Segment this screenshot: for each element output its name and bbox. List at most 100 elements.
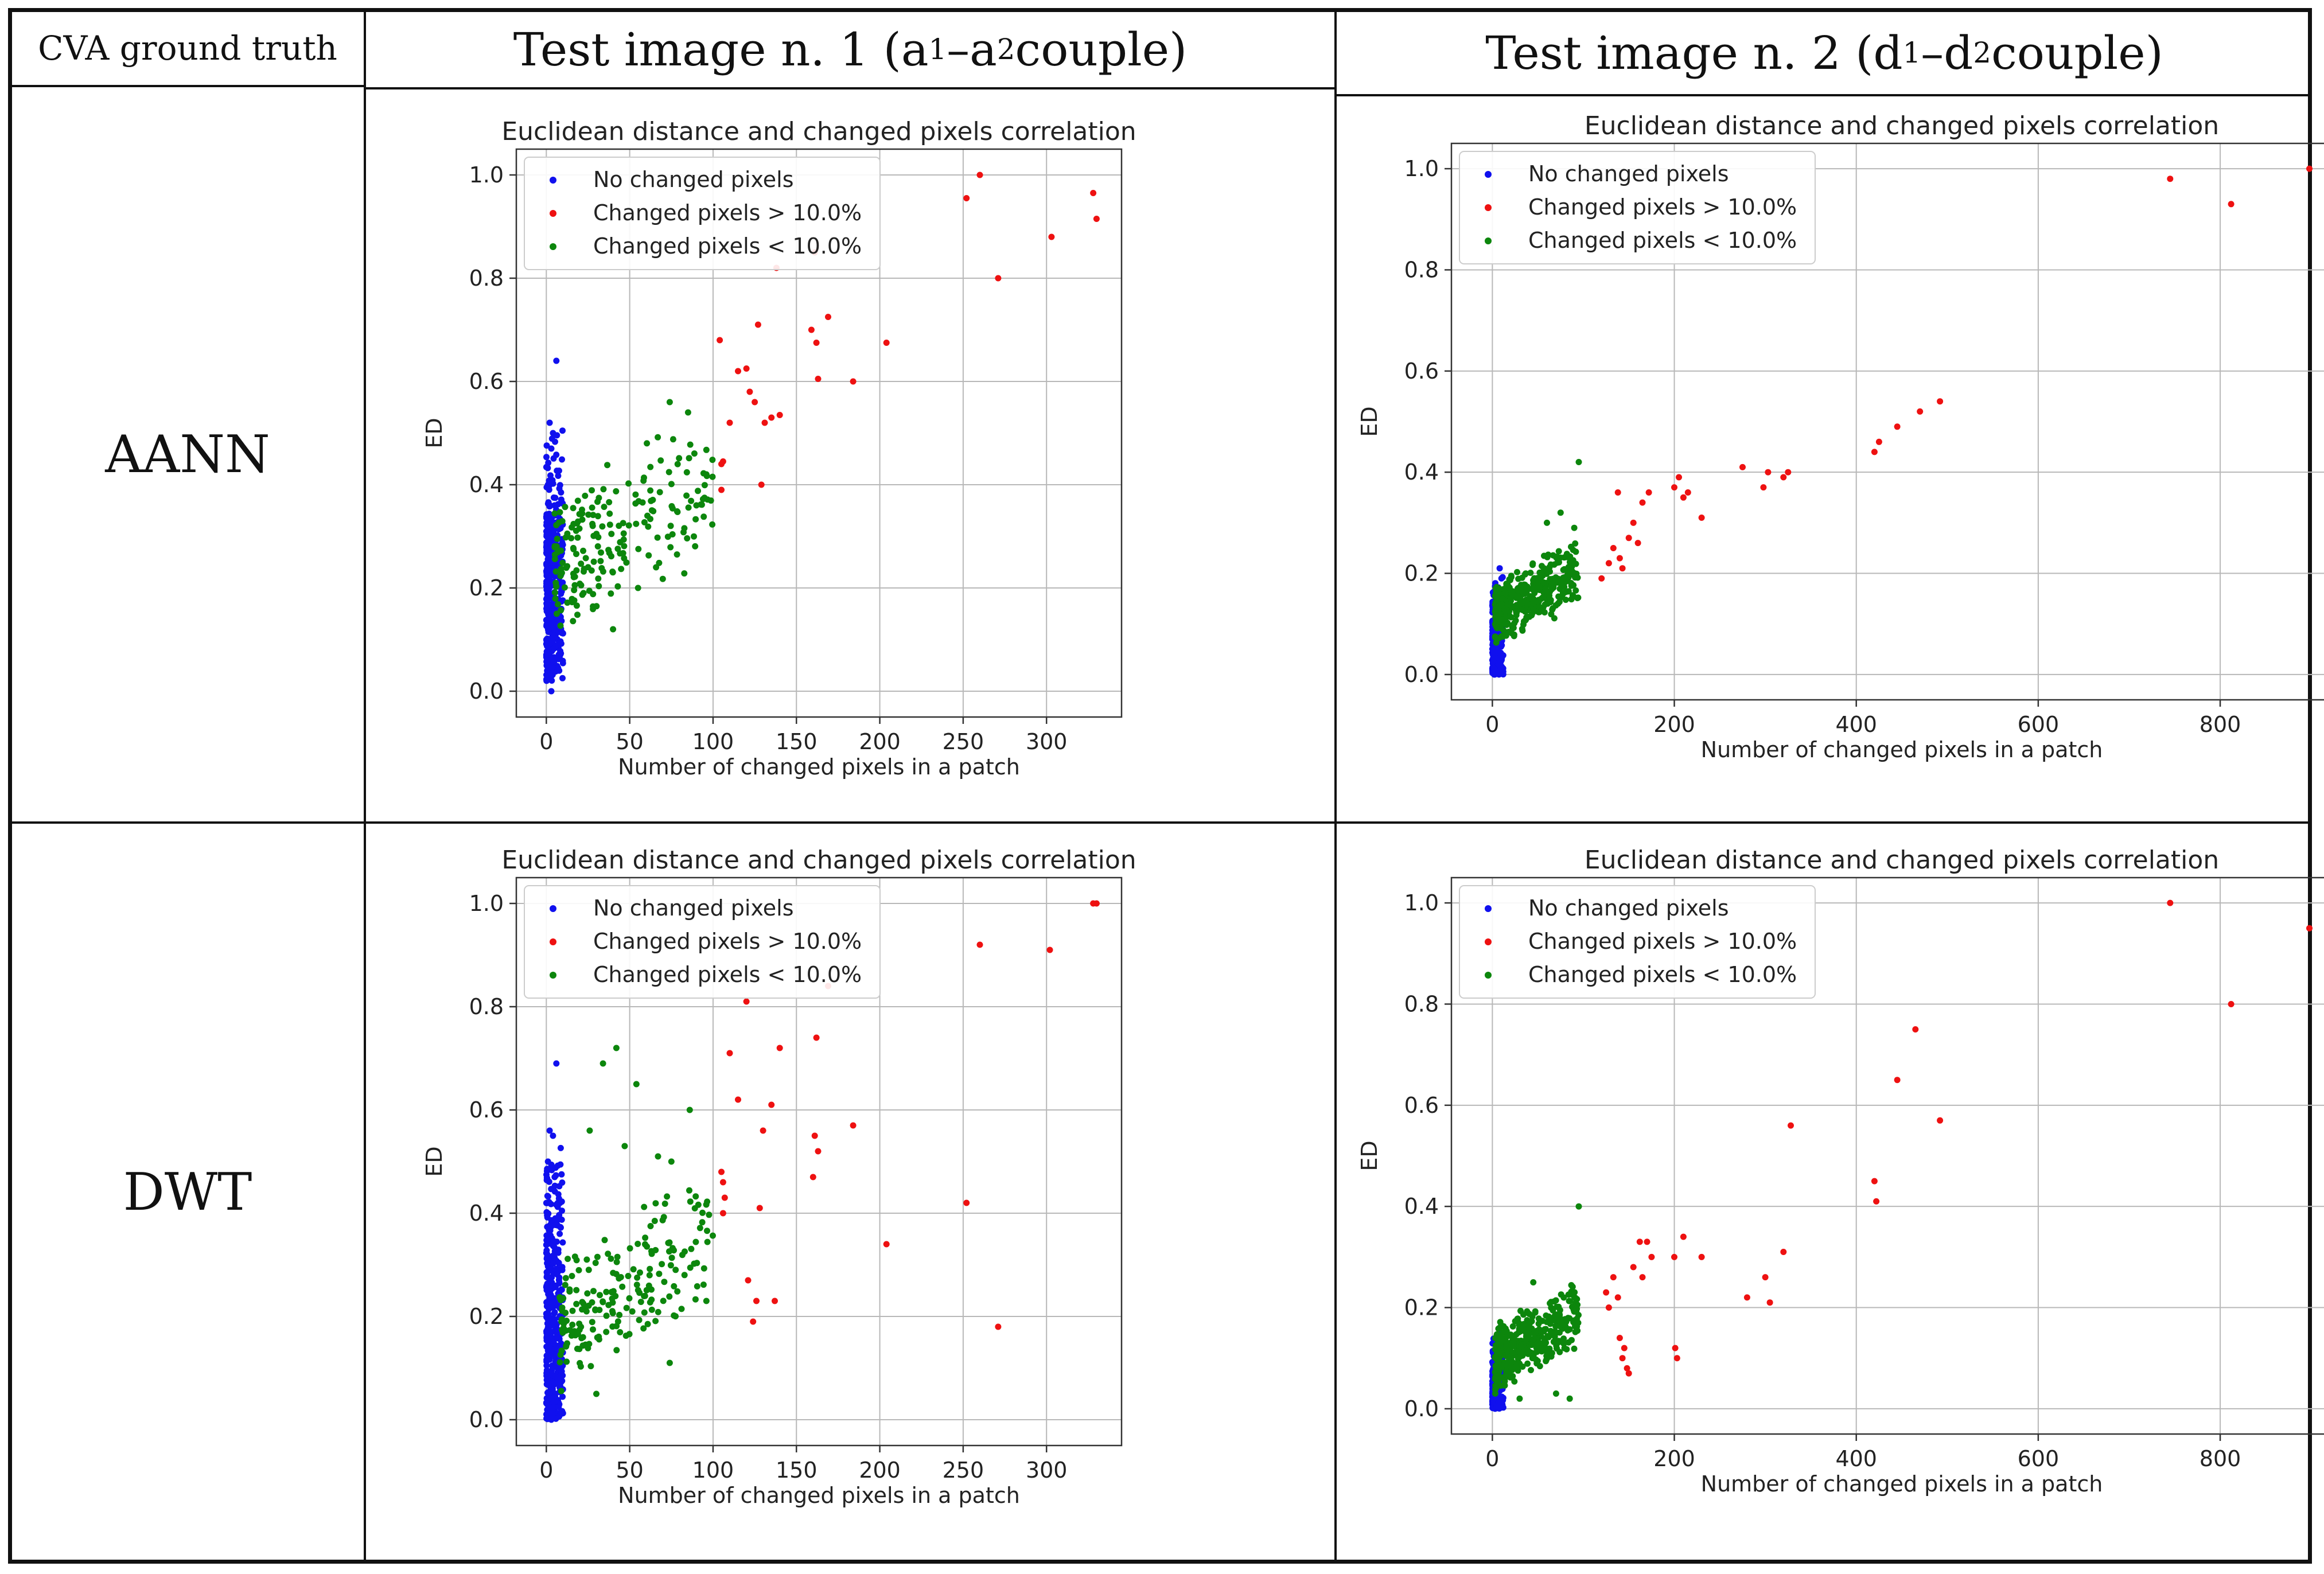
corner-header: CVA ground truth <box>11 11 364 85</box>
data-point <box>551 1309 558 1316</box>
data-point <box>552 1284 559 1291</box>
data-point <box>653 564 660 571</box>
data-point <box>1519 627 1526 634</box>
data-point <box>1507 1355 1514 1361</box>
data-point <box>1871 449 1878 455</box>
data-point <box>1572 548 1579 555</box>
data-point <box>684 409 691 416</box>
data-point <box>1523 589 1529 595</box>
data-point <box>601 504 608 511</box>
data-point <box>552 1172 559 1179</box>
series-changed-lt <box>1492 1203 1582 1402</box>
col1-suffix: couple) <box>1015 22 1188 76</box>
data-point <box>543 1247 550 1254</box>
y-tick-label: 0.8 <box>469 266 504 291</box>
data-point <box>995 1323 1002 1330</box>
data-point <box>552 494 559 501</box>
data-point <box>1046 946 1053 953</box>
data-point <box>545 499 552 506</box>
chart-title: Euclidean distance and changed pixels co… <box>1585 111 2219 141</box>
data-point <box>573 1287 580 1294</box>
data-point <box>594 498 601 505</box>
chart-dwt-test1: 0 50 100 150 200 250 300 0.0 0.2 0.4 0.6 0.8 1.0 Eucl… <box>422 846 1136 1508</box>
data-point <box>626 1245 633 1252</box>
data-point <box>1521 571 1528 578</box>
data-point <box>656 489 663 496</box>
data-point <box>1504 601 1511 607</box>
data-point <box>1698 1253 1705 1260</box>
data-point <box>559 579 566 586</box>
data-point <box>556 1230 563 1237</box>
data-point <box>1619 1355 1626 1362</box>
data-point <box>665 469 672 476</box>
data-point <box>632 491 639 498</box>
data-point <box>1533 1349 1540 1355</box>
legend-label: No changed pixels <box>1528 161 1729 186</box>
data-point <box>564 599 571 606</box>
data-point <box>1673 1355 1680 1362</box>
data-point <box>580 1300 587 1307</box>
data-point <box>756 1205 763 1211</box>
data-point <box>1509 591 1516 598</box>
data-point <box>692 543 699 550</box>
data-point <box>1507 576 1513 583</box>
data-point <box>1575 1319 1582 1326</box>
data-point <box>604 462 611 469</box>
data-point <box>617 539 624 546</box>
data-point <box>551 551 558 558</box>
y-tick-label: 0.6 <box>469 1097 504 1123</box>
data-point <box>1762 1274 1769 1281</box>
data-point <box>647 487 654 494</box>
data-point <box>606 521 613 528</box>
col1-b: a <box>970 22 997 76</box>
data-point <box>754 321 761 328</box>
data-point <box>562 534 569 541</box>
data-point <box>558 1368 565 1375</box>
data-point <box>559 660 566 667</box>
data-point <box>668 481 675 488</box>
data-point <box>645 523 652 530</box>
data-point <box>850 1122 857 1129</box>
data-point <box>640 1325 647 1332</box>
data-point <box>1547 561 1554 568</box>
x-tick-label: 200 <box>859 1458 901 1483</box>
data-point <box>674 1288 681 1295</box>
row-label-dwt: DWT <box>123 1162 252 1222</box>
data-point <box>558 1340 565 1347</box>
x-axis-label: Number of changed pixels in a patch <box>618 754 1020 780</box>
data-point <box>549 639 556 646</box>
plot-frame <box>515 876 1123 1447</box>
data-point <box>1539 563 1545 570</box>
data-point <box>707 497 714 504</box>
legend: No changed pixels Changed pixels > 10.0% C… <box>1459 151 1816 264</box>
column-header-test1: Test image n. 1 (a 1– a 2 couple) <box>366 11 1334 87</box>
data-point <box>678 1306 685 1312</box>
chart-title: Euclidean distance and changed pixels co… <box>501 846 1136 875</box>
data-point <box>1765 469 1772 476</box>
data-point <box>613 1347 620 1354</box>
data-point <box>668 1254 675 1261</box>
data-point <box>548 1186 555 1193</box>
data-point <box>546 1345 552 1351</box>
data-point <box>609 1308 616 1315</box>
data-point <box>1541 601 1548 608</box>
data-point <box>694 1283 700 1289</box>
data-point <box>593 1390 600 1397</box>
data-point <box>561 584 568 591</box>
plot-frame <box>1450 876 2324 1435</box>
data-point <box>719 458 726 465</box>
data-point <box>813 340 820 346</box>
data-point <box>718 486 725 493</box>
data-point <box>1513 608 1520 615</box>
data-point <box>761 419 768 426</box>
data-point <box>703 446 710 453</box>
x-tick-label: 200 <box>859 729 901 754</box>
data-point <box>1550 1338 1557 1345</box>
data-point <box>590 512 597 519</box>
data-point <box>594 1253 601 1260</box>
data-point <box>554 1271 560 1278</box>
data-point <box>548 664 555 671</box>
data-point <box>584 1290 591 1297</box>
data-point <box>676 455 683 462</box>
data-point <box>655 1308 661 1315</box>
